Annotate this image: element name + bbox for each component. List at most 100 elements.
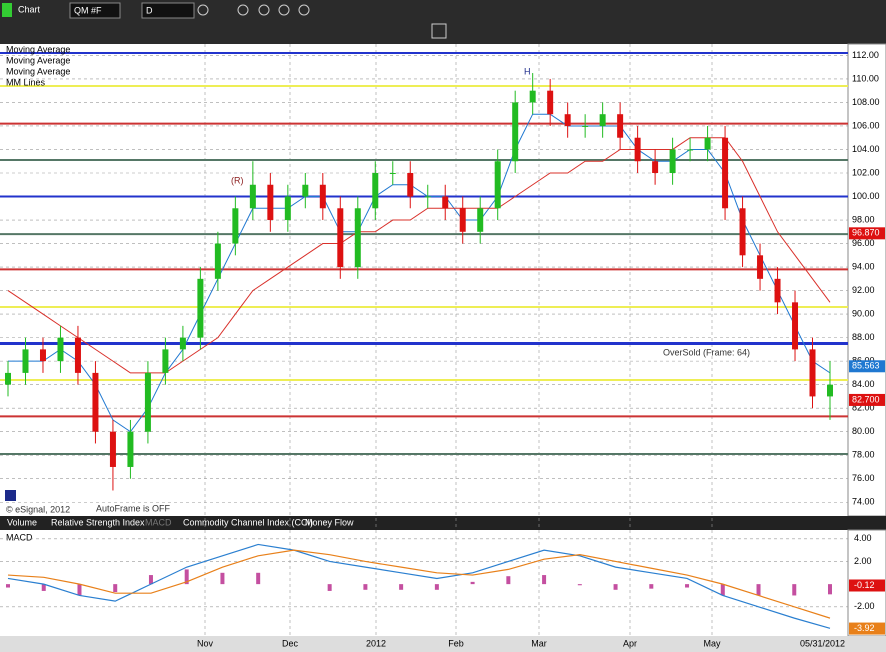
candle-body [267, 184, 274, 221]
x-tick-label: Apr [623, 638, 637, 648]
price-flag [849, 227, 885, 240]
macd-hist [685, 584, 690, 588]
candle-body [407, 172, 414, 197]
p-button[interactable] [5, 490, 16, 501]
annotation: © eSignal, 2012 [6, 504, 70, 514]
macd-hist [434, 584, 439, 590]
y-tick-label: 98.00 [852, 214, 875, 224]
candle-body [372, 172, 379, 209]
macd-hist [720, 584, 725, 596]
macd-pane [0, 530, 848, 636]
price-pane [0, 44, 848, 516]
macd-line [7, 549, 831, 619]
y-tick-label: 106.00 [852, 120, 880, 130]
symbol[interactable]: QM #F [74, 5, 102, 15]
macd-hist [148, 575, 153, 585]
macd-hist [399, 584, 404, 590]
y-tick-label: 74.00 [852, 497, 875, 507]
interval[interactable]: D [146, 5, 153, 15]
candle-body [284, 196, 291, 221]
candle-body [722, 137, 729, 209]
y-tick-label: 96.00 [852, 238, 875, 248]
x-tick-label: 2012 [366, 638, 386, 648]
candle-body [214, 243, 221, 279]
tab[interactable]: Relative Strength Index [51, 517, 145, 527]
macd-tick-label: -2.00 [854, 601, 875, 611]
candle-body [354, 208, 361, 268]
interval-box[interactable] [141, 2, 195, 19]
candle-body [792, 302, 799, 350]
candle-body [757, 255, 764, 279]
candle-body [424, 196, 431, 198]
y-tick-label: 92.00 [852, 285, 875, 295]
candle-body [529, 90, 536, 103]
x-tick-label: Nov [197, 638, 214, 648]
price-flag [849, 360, 885, 373]
macd-hist [613, 584, 618, 590]
candle-body [669, 149, 676, 173]
macd-hist [649, 584, 654, 589]
macd-flag-label: -0.12 [854, 580, 875, 590]
tool-icons[interactable] [197, 4, 447, 39]
macd-hist [184, 569, 189, 585]
candle-body [652, 161, 659, 173]
legend-entry: Moving Average [6, 55, 70, 65]
y-tick-label: 76.00 [852, 473, 875, 483]
y-tick-label: 100.00 [852, 191, 880, 201]
y-tick-label: 88.00 [852, 332, 875, 342]
y-tick-label: 110.00 [852, 73, 879, 83]
macd-hist [792, 584, 797, 596]
macd-hist [256, 572, 261, 585]
tab[interactable]: MACD [145, 517, 172, 527]
y-tick-label: 102.00 [852, 167, 880, 177]
candle-body [442, 196, 449, 209]
macd-hist [506, 576, 511, 585]
tab[interactable]: Commodity Channel Index (CCI) [183, 517, 313, 527]
candle-body [179, 337, 186, 350]
y-tick-label: 104.00 [852, 144, 880, 154]
candle-body [57, 337, 64, 362]
candle-body [232, 208, 239, 244]
macd-hist [363, 584, 368, 590]
candle-body [144, 372, 151, 432]
tab[interactable]: Money Flow [305, 517, 354, 527]
candle-body [389, 172, 396, 174]
legend-entry: Moving Average [6, 44, 70, 54]
candle-body [459, 208, 466, 232]
candle-body [249, 184, 256, 209]
macd-flag [849, 622, 885, 635]
candle-body [617, 114, 624, 138]
macd-hist [470, 581, 475, 585]
price-axis [847, 43, 886, 517]
macd-tick-label: 2.00 [854, 556, 872, 566]
candle-body [197, 278, 204, 338]
candle-body [547, 90, 554, 115]
price-flag-label: 96.870 [852, 228, 880, 238]
legend-entry: MM Lines [6, 77, 46, 87]
candle-body [512, 102, 519, 162]
tab[interactable]: Volume [7, 517, 37, 527]
candle-body [477, 208, 484, 232]
macd-hist [41, 584, 46, 591]
macd-tick-label: 4.00 [854, 533, 872, 543]
annotation: AutoFrame is OFF [96, 503, 171, 513]
candle-body [582, 125, 589, 127]
macd-hist [542, 575, 547, 585]
legend-entry: Moving Average [6, 66, 70, 76]
candle-body [564, 114, 571, 126]
symbol-box[interactable] [69, 2, 121, 19]
x-tick-label: 05/31/2012 [800, 638, 845, 648]
macd-hist [756, 584, 761, 596]
candle-body [739, 208, 746, 256]
macd-flag-label: -3.92 [854, 623, 875, 633]
candle-body [774, 278, 781, 303]
annotation: H [524, 66, 531, 76]
candle-body [634, 137, 641, 162]
candle-body [5, 372, 11, 385]
y-tick-label: 90.00 [852, 308, 875, 318]
toolbar [0, 0, 886, 44]
y-tick-label: 78.00 [852, 450, 875, 460]
time-axis [0, 636, 886, 652]
